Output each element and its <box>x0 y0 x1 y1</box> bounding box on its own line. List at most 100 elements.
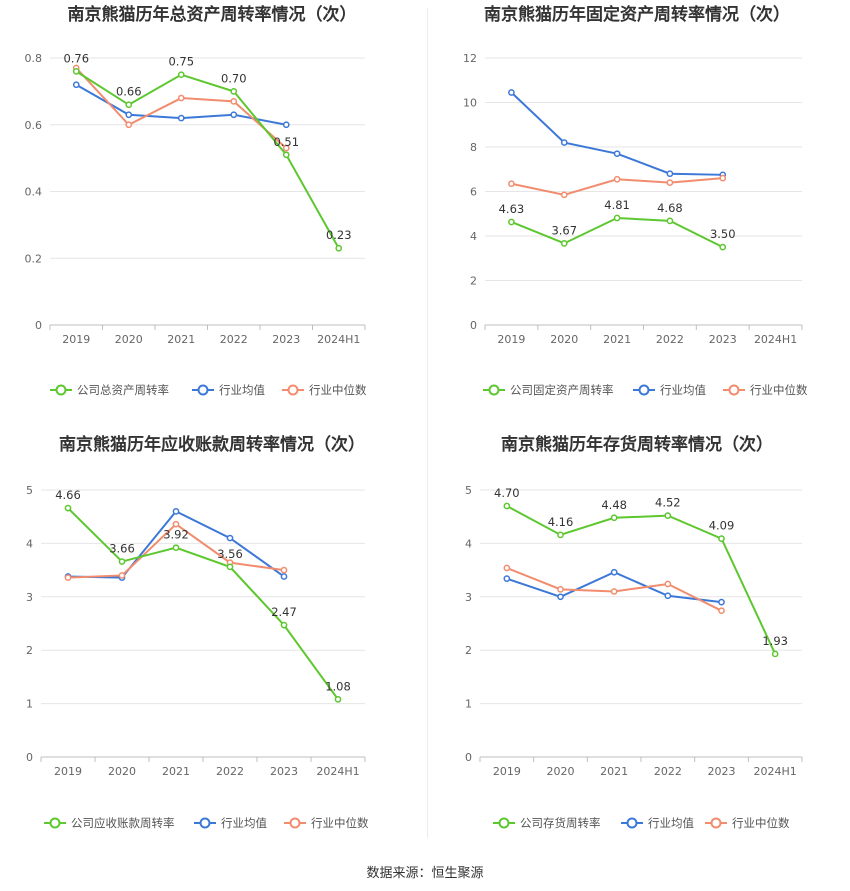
x-tick-label: 2019 <box>493 765 521 778</box>
y-tick-label: 0.6 <box>25 119 43 132</box>
data-label: 0.66 <box>116 85 142 99</box>
legend-label: 行业中位数 <box>732 816 790 830</box>
data-point-median <box>503 564 511 572</box>
data-point-company <box>666 217 674 225</box>
legend-marker <box>638 384 650 396</box>
x-tick-label: 2023 <box>709 333 737 346</box>
y-tick-label: 0 <box>465 751 472 764</box>
data-point-company <box>230 88 238 95</box>
data-label: 0.75 <box>168 55 194 69</box>
legend-item-avg: 行业均值 <box>192 383 265 397</box>
x-tick-label: 2019 <box>497 333 525 346</box>
data-label: 0.76 <box>63 51 89 65</box>
y-tick-label: 0.4 <box>25 186 43 199</box>
data-point-avg <box>503 575 511 582</box>
data-point-avg <box>172 508 180 515</box>
data-label: 3.66 <box>109 542 135 556</box>
data-point-company <box>508 218 515 226</box>
data-label: 0.51 <box>273 135 299 149</box>
data-point-company <box>125 101 133 109</box>
data-point-company <box>172 544 180 552</box>
data-point-median <box>719 174 727 182</box>
x-tick-label: 2020 <box>108 765 136 778</box>
chart-title: 南京熊猫历年应收账款周转率情况（次） <box>59 434 365 455</box>
x-tick-label: 2019 <box>62 333 90 346</box>
data-point-company <box>177 71 185 79</box>
y-tick-label: 1 <box>26 698 33 711</box>
y-tick-label: 0 <box>470 319 477 332</box>
data-label: 4.63 <box>499 202 525 216</box>
data-point-median <box>613 175 621 183</box>
legend-item-company: 公司存货周转率 <box>493 816 601 830</box>
y-tick-label: 5 <box>465 484 472 497</box>
data-label: 4.66 <box>55 488 81 502</box>
data-point-avg <box>613 150 621 158</box>
chart-svg: 南京熊猫历年固定资产周转率情况（次） 0 2 4 6 8 10 12 2019 2020 2021 2… <box>463 4 808 397</box>
y-tick-label: 0.2 <box>25 252 43 265</box>
data-point-avg <box>282 121 290 129</box>
x-tick-label: 2020 <box>115 333 143 346</box>
data-label: 4.48 <box>601 498 627 512</box>
y-tick-label: 12 <box>463 52 477 65</box>
data-label: 3.56 <box>217 547 243 561</box>
data-point-median <box>610 588 618 595</box>
x-tick-label: 2024H1 <box>317 333 360 346</box>
data-label: 4.68 <box>657 201 683 215</box>
legend-item-company: 公司总资产周转率 <box>50 383 169 397</box>
chart-inventory-turnover: 南京熊猫历年存货周转率情况（次） 0 1 2 3 4 5 2019 2020 2021 2022 20… <box>425 430 850 860</box>
data-point-company <box>771 650 779 658</box>
data-point-median <box>177 94 185 102</box>
legend-label: 公司总资产周转率 <box>77 383 169 397</box>
legend-item-company: 公司应收账款周转率 <box>44 816 175 830</box>
data-point-median <box>666 179 674 186</box>
data-label: 4.52 <box>655 496 681 510</box>
x-tick-label: 2024H1 <box>754 333 797 346</box>
legend-label: 行业中位数 <box>311 816 369 830</box>
data-point-company <box>718 535 725 542</box>
data-point-avg <box>610 568 618 576</box>
legend-label: 行业均值 <box>221 816 267 830</box>
data-point-median <box>230 98 238 105</box>
x-tick-label: 2021 <box>162 765 190 778</box>
y-tick-label: 8 <box>470 141 477 154</box>
y-tick-label: 0 <box>26 751 33 764</box>
data-point-company <box>664 512 672 519</box>
data-point-avg <box>666 170 674 178</box>
data-point-company <box>719 243 727 251</box>
legend-marker <box>49 817 61 829</box>
data-point-avg <box>125 111 133 119</box>
data-point-median <box>125 121 133 129</box>
data-label: 1.08 <box>325 679 351 693</box>
x-tick-label: 2021 <box>603 333 631 346</box>
legend-item-avg: 行业均值 <box>621 816 694 830</box>
data-point-avg <box>557 593 564 601</box>
data-point-company <box>282 151 290 159</box>
chart-svg: 南京熊猫历年存货周转率情况（次） 0 1 2 3 4 5 2019 2020 2021 2022 20… <box>465 434 803 830</box>
x-tick-label: 2021 <box>600 765 628 778</box>
data-point-avg <box>508 89 515 96</box>
legend-label: 行业均值 <box>219 383 265 397</box>
data-point-company <box>64 504 72 512</box>
chart-svg: 南京熊猫历年应收账款周转率情况（次） 0 1 2 3 4 5 2019 2020 2021 2022… <box>26 434 369 830</box>
y-tick-label: 2 <box>26 644 33 657</box>
y-tick-label: 2 <box>465 644 472 657</box>
data-point-median <box>280 566 288 574</box>
legend-marker <box>197 384 209 396</box>
series-line-company <box>511 216 724 249</box>
legend-label: 行业中位数 <box>309 383 367 397</box>
data-point-avg <box>718 598 725 606</box>
x-tick-label: 2019 <box>54 765 82 778</box>
chart-total-asset-turnover: 南京熊猫历年总资产周转率情况（次） 0 0.2 0.4 0.6 0.8 2019 2020 20… <box>0 0 425 430</box>
data-point-company <box>226 563 234 571</box>
data-label: 4.81 <box>604 198 630 212</box>
y-tick-label: 10 <box>463 97 477 110</box>
data-point-company <box>335 244 343 252</box>
legend-item-median: 行业中位数 <box>705 816 790 830</box>
data-point-median <box>718 607 725 615</box>
data-point-company <box>334 695 342 703</box>
series-line-median <box>75 67 287 149</box>
y-tick-label: 3 <box>465 591 472 604</box>
series-line-avg <box>510 91 723 176</box>
x-tick-label: 2021 <box>167 333 195 346</box>
x-tick-label: 2022 <box>656 333 684 346</box>
